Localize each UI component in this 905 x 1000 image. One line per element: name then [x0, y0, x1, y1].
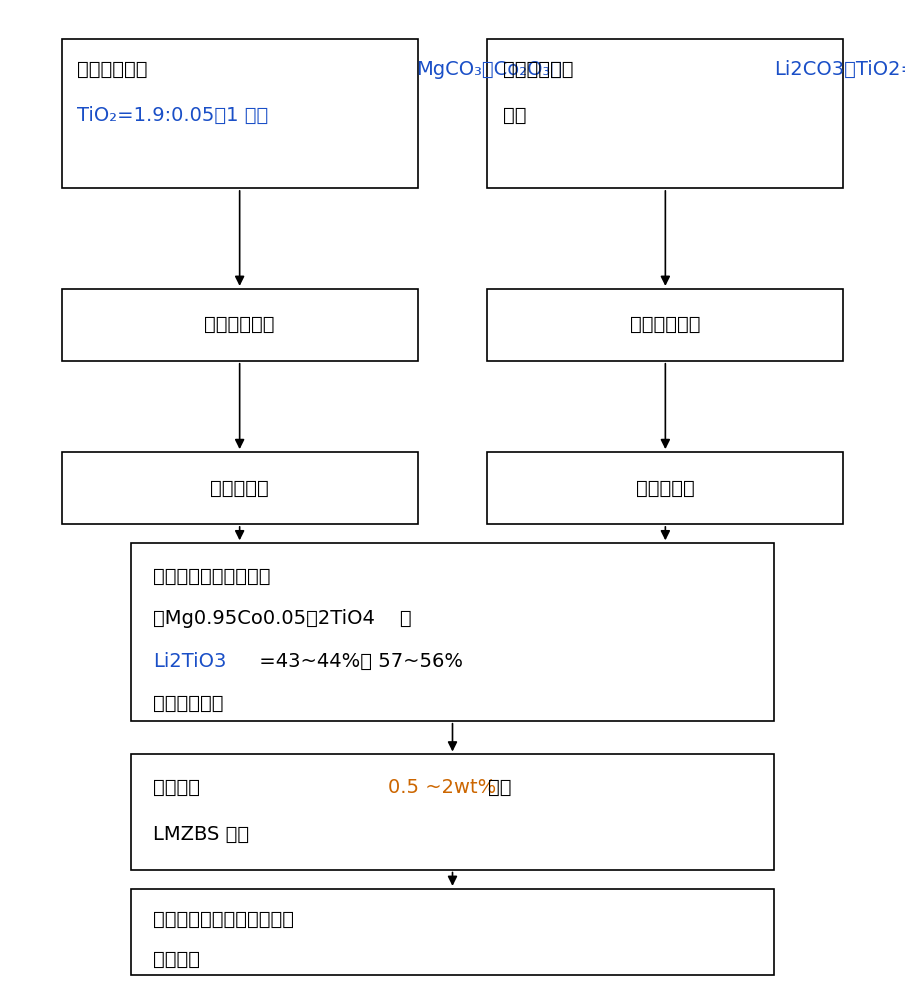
Text: 掺杂: 掺杂	[488, 778, 511, 797]
Text: 按照摩尔比为: 按照摩尔比为	[77, 60, 154, 79]
Text: 型，烧结: 型，烧结	[153, 950, 200, 969]
Text: 一次球磨混料: 一次球磨混料	[630, 315, 700, 334]
Text: Li2TiO3: Li2TiO3	[153, 652, 226, 671]
Bar	[62, 289, 418, 361]
Bar	[487, 452, 843, 524]
Text: =43~44%： 57~56%: =43~44%： 57~56%	[252, 652, 462, 671]
Text: 按总重量: 按总重量	[153, 778, 206, 797]
Bar	[487, 289, 843, 361]
Text: 二次球磨，烘干，造粒，成: 二次球磨，烘干，造粒，成	[153, 910, 294, 929]
Bar	[487, 39, 843, 188]
Bar	[62, 39, 418, 188]
Text: 称料: 称料	[503, 106, 527, 125]
Text: 烘干，预烧: 烘干，预烧	[636, 479, 695, 498]
Text: 预烧料按照重量百分比: 预烧料按照重量百分比	[153, 567, 271, 586]
Text: TiO₂=1.9:0.05：1 称料: TiO₂=1.9:0.05：1 称料	[77, 106, 269, 125]
Bar	[131, 543, 774, 721]
Text: 进行配料混合: 进行配料混合	[153, 694, 224, 713]
Bar	[62, 452, 418, 524]
Text: Li2CO3：TiO2=1:1: Li2CO3：TiO2=1:1	[774, 60, 905, 79]
Text: 按照摩尔比为: 按照摩尔比为	[503, 60, 574, 79]
Text: MgCO₃：Co₂O₃：: MgCO₃：Co₂O₃：	[416, 60, 562, 79]
Text: （Mg0.95Co0.05）2TiO4    ：: （Mg0.95Co0.05）2TiO4 ：	[153, 609, 412, 628]
Bar	[131, 889, 774, 975]
Text: 一次球磨混料: 一次球磨混料	[205, 315, 275, 334]
Bar	[131, 754, 774, 870]
Text: 烘干，预烧: 烘干，预烧	[210, 479, 269, 498]
Text: 0.5 ~2wt%: 0.5 ~2wt%	[387, 778, 496, 797]
Text: LMZBS 玻璃: LMZBS 玻璃	[153, 824, 249, 843]
